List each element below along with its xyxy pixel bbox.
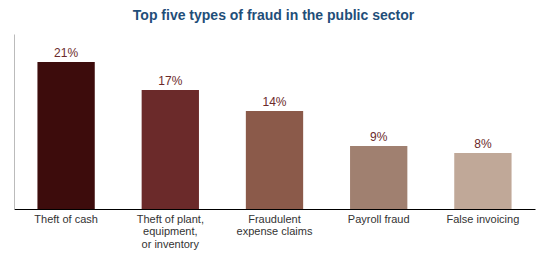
data-label: 17% — [158, 74, 182, 88]
bar — [350, 146, 407, 209]
bar — [454, 153, 511, 209]
x-tick-label-line: or inventory — [142, 238, 200, 250]
x-tick-label-line: expense claims — [237, 225, 313, 237]
data-labels: 21% 17% 14% 9% 8% — [54, 46, 492, 151]
y-axis-line — [14, 35, 15, 210]
x-axis: Theft of cash Theft of plant,equipment,or… — [15, 210, 536, 251]
bar — [246, 111, 303, 209]
x-tick-label-line: Theft of cash — [34, 213, 98, 225]
y-axis — [14, 35, 15, 210]
x-tick-label: Theft of plant,equipment,or inventory — [137, 213, 204, 250]
x-tick-label-line: Payroll fraud — [348, 213, 410, 225]
x-tick: False invoicing — [447, 213, 520, 225]
bar — [37, 62, 94, 209]
data-label: 9% — [370, 130, 388, 144]
x-tick-label: Theft of cash — [34, 213, 98, 225]
data-label: 14% — [262, 95, 286, 109]
x-tick-label: Payroll fraud — [348, 213, 410, 225]
x-tick: Payroll fraud — [348, 213, 410, 225]
x-tick-label-line: False invoicing — [447, 213, 520, 225]
plot: 21% 17% 14% 9% 8% Theft of cash Theft of plant… — [15, 35, 536, 251]
x-axis-line — [15, 209, 536, 210]
bar — [142, 90, 199, 209]
x-tick-label-line: Fraudulent — [248, 213, 301, 225]
x-tick: Fraudulentexpense claims — [237, 213, 313, 238]
x-tick: Theft of plant,equipment,or inventory — [137, 213, 204, 250]
x-tick-label: False invoicing — [447, 213, 520, 225]
x-tick-label-line: Theft of plant, — [137, 213, 204, 225]
x-tick-label: Fraudulentexpense claims — [237, 213, 313, 238]
x-tick: Theft of cash — [34, 213, 98, 225]
title: Top five types of fraud in the public se… — [133, 7, 415, 23]
bars — [37, 62, 511, 209]
x-tick-label-line: equipment, — [143, 225, 197, 237]
data-label: 8% — [474, 137, 492, 151]
chart: Top five types of fraud in the public se… — [0, 0, 547, 261]
data-label: 21% — [54, 46, 78, 60]
